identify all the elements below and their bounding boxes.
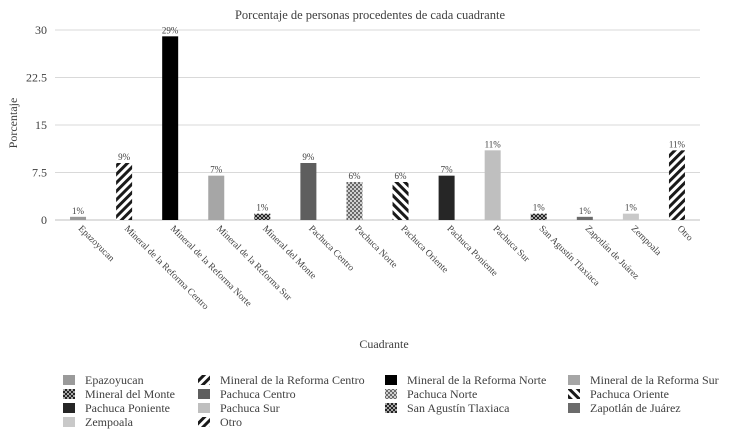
y-tick-label: 0 bbox=[41, 213, 47, 227]
legend-label: Zapotlán de Juárez bbox=[590, 401, 681, 415]
bars bbox=[70, 36, 685, 221]
legend-swatch bbox=[568, 375, 580, 385]
y-tick-label: 22.5 bbox=[26, 71, 47, 85]
legend-swatch bbox=[385, 389, 397, 399]
bar bbox=[622, 213, 639, 220]
legend-swatch bbox=[198, 375, 210, 385]
legend: Epazoyucan Mineral de la Reforma Centro Mi… bbox=[63, 373, 719, 429]
legend-label: Pachuca Poniente bbox=[85, 401, 170, 415]
bar bbox=[346, 182, 363, 220]
bar bbox=[254, 213, 271, 220]
x-tick-label: Mineral de la Reforma Sur bbox=[214, 223, 294, 303]
data-label: 6% bbox=[395, 171, 408, 181]
bar bbox=[576, 216, 593, 220]
x-tick-label: Otro bbox=[675, 224, 695, 244]
x-axis-ticks: Epazoyucan Mineral de la Reforma CentroMi… bbox=[76, 223, 694, 312]
bar bbox=[116, 163, 133, 220]
x-tick-label: Pachuca Poniente bbox=[444, 224, 499, 279]
bar bbox=[392, 182, 409, 220]
data-label: 9% bbox=[118, 152, 131, 162]
x-tick-label: Pachuca Norte bbox=[352, 224, 398, 270]
legend-swatch bbox=[568, 403, 580, 413]
y-tick-label: 7.5 bbox=[32, 166, 47, 180]
y-axis-ticks: 0 7.5 15 22.5 30 bbox=[26, 23, 47, 227]
gridlines bbox=[55, 29, 700, 221]
data-label: 11% bbox=[669, 139, 686, 149]
legend-label: Epazoyucan bbox=[85, 373, 144, 387]
data-labels: 1% 9% 29% 7% 1% 9% 6% 6% 7% 11% 1% 1% 1% 11% bbox=[72, 25, 686, 216]
bar bbox=[162, 36, 179, 221]
data-label: 29% bbox=[162, 25, 179, 35]
data-label: 11% bbox=[485, 139, 502, 149]
x-tick-label: Mineral de la Reforma Centro bbox=[122, 223, 211, 312]
x-tick-label: Pachuca Sur bbox=[491, 224, 532, 265]
legend-label: Pachuca Centro bbox=[220, 387, 296, 401]
legend-swatch bbox=[198, 417, 210, 427]
data-label: 1% bbox=[579, 206, 592, 216]
legend-swatch bbox=[63, 375, 75, 385]
chart-title: Porcentaje de personas procedentes de ca… bbox=[235, 8, 505, 22]
legend-label: Mineral de la Reforma Sur bbox=[590, 373, 719, 387]
y-tick-label: 30 bbox=[35, 23, 47, 37]
bar bbox=[530, 213, 547, 220]
y-axis-label: Porcentaje bbox=[6, 98, 20, 149]
legend-swatch bbox=[385, 403, 397, 413]
legend-label: Zempoala bbox=[85, 415, 134, 429]
data-label: 1% bbox=[533, 203, 546, 213]
legend-swatch bbox=[63, 403, 75, 413]
data-label: 7% bbox=[441, 165, 454, 175]
bar bbox=[208, 175, 225, 220]
bar bbox=[438, 175, 455, 220]
legend-swatch bbox=[63, 389, 75, 399]
x-tick-label: Mineral de la Reforma Norte bbox=[168, 223, 254, 309]
legend-label: Pachuca Norte bbox=[407, 387, 477, 401]
legend-swatch bbox=[385, 375, 397, 385]
legend-swatch bbox=[63, 417, 75, 427]
bar bbox=[300, 163, 317, 220]
bar bbox=[668, 150, 685, 220]
legend-label: Pachuca Oriente bbox=[590, 387, 669, 401]
legend-label: Mineral de la Reforma Norte bbox=[407, 373, 546, 387]
legend-label: Mineral del Monte bbox=[85, 387, 175, 401]
legend-swatch bbox=[198, 403, 210, 413]
x-tick-label: Pachuca Centro bbox=[306, 224, 356, 274]
data-label: 1% bbox=[625, 203, 638, 213]
legend-label: Mineral de la Reforma Centro bbox=[220, 373, 365, 387]
legend-label: Pachuca Sur bbox=[220, 401, 280, 415]
legend-swatch bbox=[198, 389, 210, 399]
y-tick-label: 15 bbox=[35, 118, 47, 132]
x-tick-label: Zempoala bbox=[629, 224, 663, 258]
data-label: 1% bbox=[256, 203, 269, 213]
data-label: 6% bbox=[348, 171, 361, 181]
data-label: 9% bbox=[302, 152, 315, 162]
x-tick-label: Epazoyucan bbox=[76, 224, 116, 264]
x-tick-label: Pachuca Oriente bbox=[398, 224, 449, 275]
bar bbox=[70, 216, 87, 220]
legend-label: San Agustín Tlaxiaca bbox=[407, 401, 510, 415]
bar bbox=[484, 150, 501, 220]
x-axis-label: Cuadrante bbox=[359, 337, 408, 351]
data-label: 7% bbox=[210, 165, 223, 175]
legend-swatch bbox=[568, 389, 580, 399]
legend-label: Otro bbox=[220, 415, 242, 429]
data-label: 1% bbox=[72, 206, 85, 216]
